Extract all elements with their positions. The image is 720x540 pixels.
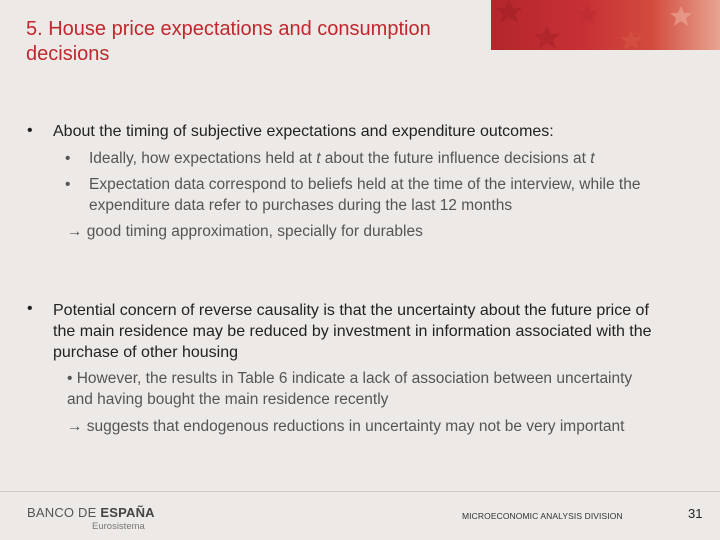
sub-bullet-1-text: Ideally, how expectations held at xyxy=(89,150,317,167)
logo-light-text: BANCO DE xyxy=(27,505,101,520)
sub-bullet-1-italic-2: t xyxy=(590,150,595,167)
bank-logo: BANCO DE ESPAÑA xyxy=(27,505,155,520)
bullet-marker: • xyxy=(27,122,33,139)
star-pattern-icon xyxy=(496,0,692,50)
logo-bold-text: ESPAÑA xyxy=(100,505,155,520)
sub-bullet-2: • Expectation data correspond to beliefs … xyxy=(65,174,669,216)
division-label: MICROECONOMIC ANALYSIS DIVISION xyxy=(462,511,623,521)
decorative-banner xyxy=(491,0,720,50)
bullet-marker: • xyxy=(27,300,33,317)
bullet-2-note-1: • However, the results in Table 6 indica… xyxy=(67,370,633,408)
sub-bullet-1: • Ideally, how expectations held at t abo… xyxy=(65,148,709,169)
page-number: 31 xyxy=(688,506,703,521)
logo-subtitle: Eurosistema xyxy=(92,521,145,532)
bullet-2-text: Potential concern of reverse causality i… xyxy=(53,302,652,361)
slide-title: 5. House price expectations and consumpt… xyxy=(26,18,431,65)
bullet-2-note-2: → suggests that endogenous reductions in… xyxy=(67,418,625,435)
bullet-1-text: About the timing of subjective expectati… xyxy=(53,123,554,140)
sub-bullet-2-text: Expectation data correspond to beliefs h… xyxy=(89,176,641,214)
bullet-1-conclusion: → good timing approximation, specially f… xyxy=(67,223,423,240)
sub-bullet-marker: • xyxy=(65,150,71,167)
sub-bullet-marker: • xyxy=(65,176,71,193)
sub-bullet-1-italic: t xyxy=(316,150,321,167)
sub-bullet-1-middle: about the future influence decisions at xyxy=(320,150,591,167)
slide-content: • About the timing of subjective expecta… xyxy=(27,122,709,435)
footer-divider xyxy=(0,491,720,492)
